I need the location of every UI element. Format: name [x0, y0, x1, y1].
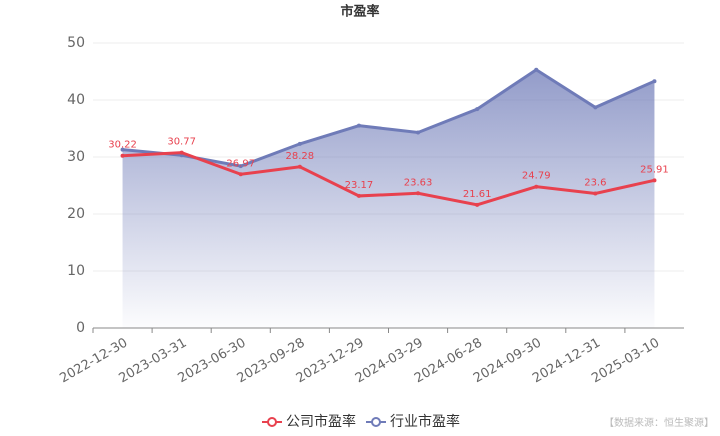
data-label: 23.17	[345, 180, 374, 191]
point	[120, 153, 125, 158]
legend-label: 行业市盈率	[390, 413, 460, 430]
point	[356, 123, 361, 128]
data-label: 30.22	[108, 140, 137, 151]
point	[297, 141, 302, 146]
point	[416, 130, 421, 135]
legend: 公司市盈率 行业市盈率	[262, 413, 460, 430]
y-tick-label: 40	[67, 92, 85, 108]
data-label: 23.63	[404, 177, 433, 188]
legend-icon	[371, 417, 381, 427]
y-tick-label: 20	[67, 206, 85, 222]
data-label: 21.61	[463, 189, 492, 200]
area	[122, 69, 655, 328]
point	[593, 105, 598, 110]
point	[652, 79, 657, 84]
chart-title: 市盈率	[340, 4, 379, 20]
point	[179, 150, 184, 155]
legend-label: 公司市盈率	[286, 413, 356, 430]
data-label: 26.97	[226, 158, 255, 169]
data-label: 23.6	[584, 177, 606, 188]
point	[534, 184, 539, 189]
point	[297, 164, 302, 169]
line	[122, 151, 655, 207]
data-label: 24.79	[522, 171, 551, 182]
data-label: 30.77	[167, 137, 196, 148]
y-tick-label: 50	[67, 35, 85, 51]
point	[238, 164, 243, 169]
legend-icon	[267, 417, 277, 427]
point	[593, 191, 598, 196]
y-tick-label: 10	[67, 263, 85, 279]
line	[122, 68, 656, 168]
y-tick-label: 30	[67, 149, 85, 165]
point	[652, 178, 657, 183]
point	[238, 172, 243, 177]
point	[534, 67, 539, 72]
data-label: 28.28	[286, 151, 315, 162]
point	[356, 193, 361, 198]
point	[416, 191, 421, 196]
point	[475, 202, 480, 207]
source-note: 【数据来源：恒生聚源】	[604, 416, 714, 429]
data-label: 25.91	[640, 164, 669, 175]
x-tick-label: 2025-03-10	[589, 336, 662, 387]
y-tick-label: 0	[76, 320, 85, 336]
point	[475, 107, 480, 112]
point	[120, 147, 125, 152]
